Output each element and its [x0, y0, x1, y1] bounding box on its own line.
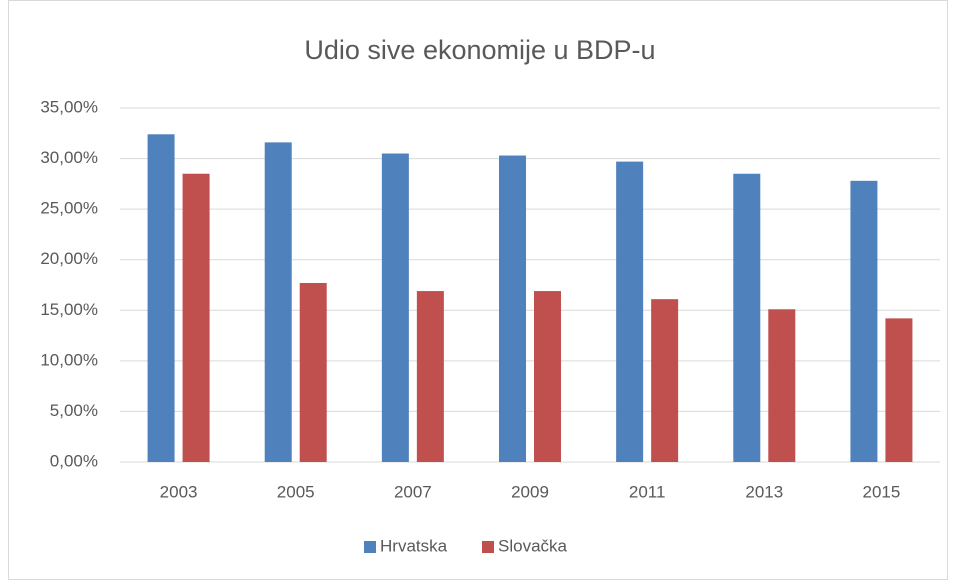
x-tick-label: 2009 — [511, 482, 549, 501]
y-tick-label: 25,00% — [40, 199, 98, 218]
y-tick-label: 15,00% — [40, 300, 98, 319]
y-tick-label: 30,00% — [40, 148, 98, 167]
legend-swatch — [364, 541, 376, 553]
bar — [733, 173, 761, 462]
x-tick-label: 2015 — [863, 482, 901, 501]
y-tick-label: 0,00% — [50, 451, 98, 470]
bar — [651, 299, 679, 462]
bar — [416, 291, 444, 462]
legend-label: Slovačka — [498, 536, 568, 555]
bar — [499, 155, 526, 462]
bar — [534, 291, 561, 462]
bar — [885, 318, 913, 462]
bar — [299, 282, 327, 462]
bar — [381, 153, 409, 462]
x-tick-label: 2011 — [629, 482, 666, 501]
y-tick-label: 5,00% — [50, 401, 98, 420]
bar — [616, 161, 644, 462]
legend-swatch — [482, 541, 494, 553]
y-tick-label: 35,00% — [40, 97, 98, 116]
chart-title: Udio sive ekonomije u BDP-u — [304, 35, 655, 65]
x-tick-label: 2005 — [277, 482, 315, 501]
x-tick-label: 2013 — [745, 482, 783, 501]
bar — [850, 180, 878, 462]
x-tick-label: 2007 — [394, 482, 432, 501]
bar — [768, 309, 796, 462]
y-tick-label: 20,00% — [40, 249, 98, 268]
bar — [147, 134, 175, 462]
y-tick-label: 10,00% — [40, 350, 98, 369]
bar — [264, 142, 292, 463]
bar — [182, 173, 210, 462]
legend-label: Hrvatska — [380, 536, 448, 555]
x-tick-label: 2003 — [160, 482, 198, 501]
